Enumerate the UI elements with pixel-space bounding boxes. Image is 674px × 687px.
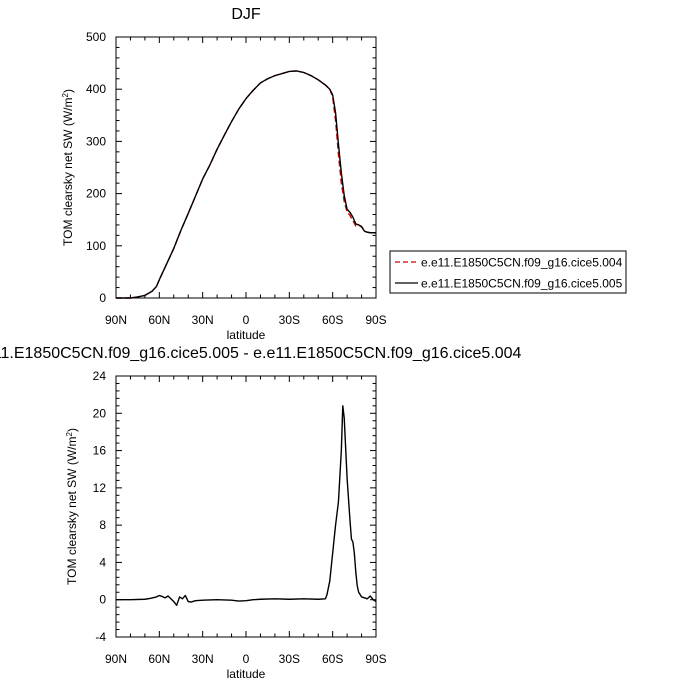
legend-frame [389, 250, 627, 294]
x-tick-label: 30N [192, 652, 214, 666]
difference-y-axis-label: TOM clearsky net SW (W/m2) [65, 428, 79, 585]
x-tick-label: 90S [365, 652, 386, 666]
y-tick-label: 8 [99, 518, 106, 532]
difference-x-axis-label: latitude [227, 667, 266, 681]
x-tick-label: 0 [243, 313, 250, 327]
y-tick-label: 0 [99, 593, 106, 607]
y-tick-label: 12 [93, 481, 107, 495]
y-tick-label: 16 [93, 444, 107, 458]
x-tick-label: 90N [105, 313, 127, 327]
x-tick-label: 90N [105, 652, 127, 666]
legend: e.e11.E1850C5CN.f09_g16.cice5.004 e.e11.… [389, 250, 627, 294]
y-tick-label: -4 [95, 630, 106, 644]
x-tick-label: 30N [192, 313, 214, 327]
diff-series-line-1 [116, 405, 377, 607]
legend-label-series-004: e.e11.E1850C5CN.f09_g16.cice5.004 [421, 256, 623, 270]
x-tick-label: 60N [148, 652, 170, 666]
x-axis-label: latitude [227, 328, 266, 342]
x-tick-label: 60N [148, 313, 170, 327]
x-tick-label: 30S [279, 313, 300, 327]
y-tick-label: 24 [93, 369, 107, 383]
x-tick-label: 60S [322, 313, 343, 327]
y-axis-label: TOM clearsky net SW (W/m2) [61, 89, 75, 246]
chart-title: DJF [231, 6, 261, 23]
y-tick-label: 200 [86, 187, 106, 201]
x-tick-label: 90S [365, 313, 386, 327]
plot-frame [115, 36, 377, 299]
top-series-line-1 [116, 70, 376, 299]
top-series-line-2 [116, 70, 376, 299]
y-tick-label: 400 [86, 82, 106, 96]
y-tick-label: 500 [86, 30, 106, 44]
y-tick-label: 300 [86, 134, 106, 148]
y-tick-label: 0 [99, 291, 106, 305]
x-tick-label: 60S [322, 652, 343, 666]
difference-chart-title: e.e11.E1850C5CN.f09_g16.cice5.005 - e.e1… [0, 345, 522, 362]
y-tick-label: 100 [86, 239, 106, 253]
legend-label-series-005: e.e11.E1850C5CN.f09_g16.cice5.005 [421, 277, 623, 291]
y-tick-label: 4 [99, 555, 106, 569]
x-tick-label: 0 [243, 652, 250, 666]
y-tick-label: 20 [93, 406, 107, 420]
x-tick-label: 30S [279, 652, 300, 666]
